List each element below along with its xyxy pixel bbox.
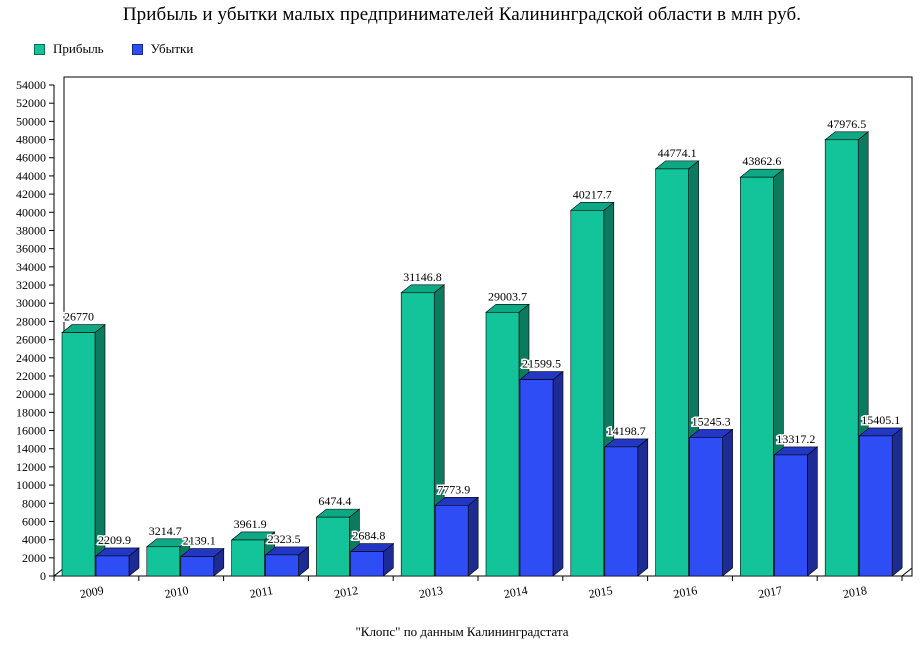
bar — [824, 139, 859, 577]
data-label: 15245.3 — [692, 414, 731, 428]
data-label: 3214.7 — [149, 524, 182, 538]
data-label: 29003.7 — [488, 289, 527, 303]
x-tick-label: 2014 — [503, 583, 529, 601]
y-tick-label: 30000 — [16, 296, 46, 310]
y-tick-label: 28000 — [16, 314, 46, 328]
data-label: 47976.5 — [827, 117, 866, 131]
y-tick-label: 52000 — [16, 96, 46, 110]
bar — [604, 446, 639, 577]
chart-title: Прибыль и убытки малых предпринимателей … — [122, 4, 802, 25]
x-tick-label: 2017 — [757, 583, 783, 601]
data-label: 2209.9 — [98, 533, 131, 547]
bar-side — [637, 438, 649, 577]
bar — [774, 454, 808, 577]
x-tick-label: 2018 — [842, 583, 868, 601]
bar — [95, 555, 130, 577]
legend-item-loss: Убытки — [131, 41, 194, 57]
legend-label-loss: Убытки — [150, 41, 194, 56]
bar-side — [722, 428, 733, 577]
bar — [434, 505, 469, 577]
y-tick-label: 20000 — [16, 387, 46, 401]
bar — [231, 539, 265, 577]
y-tick-label: 50000 — [16, 114, 46, 128]
legend-swatch-loss — [131, 43, 143, 55]
data-label: 6474.4 — [318, 494, 351, 508]
data-label: 3961.9 — [234, 517, 267, 531]
data-label: 2323.5 — [268, 532, 301, 546]
x-tick-label: 2016 — [672, 583, 698, 601]
y-tick-label: 0 — [40, 569, 46, 583]
x-tick-label: 2009 — [79, 583, 105, 601]
data-label: 40217.7 — [573, 187, 612, 201]
data-label: 44774.1 — [658, 146, 697, 160]
y-tick-label: 40000 — [16, 205, 46, 219]
bar — [146, 546, 181, 577]
y-tick-label: 22000 — [16, 369, 46, 383]
x-tick-label: 2010 — [163, 583, 189, 601]
bar — [570, 210, 605, 577]
bar — [61, 332, 96, 577]
y-tick-label: 14000 — [16, 442, 46, 456]
bar — [350, 551, 384, 577]
bar — [858, 435, 893, 577]
data-label: 31146.8 — [403, 270, 442, 284]
data-label: 7773.9 — [437, 482, 470, 496]
data-label: 2684.8 — [352, 529, 385, 543]
bar-side — [807, 446, 818, 577]
chart-legend: Прибыль Убытки — [34, 41, 221, 57]
y-tick-label: 16000 — [16, 424, 46, 438]
y-tick-label: 44000 — [16, 169, 46, 183]
y-tick-label: 24000 — [16, 351, 46, 365]
bar — [485, 311, 520, 577]
bar — [655, 168, 689, 577]
x-tick-label: 2015 — [587, 583, 613, 601]
bar-side — [552, 370, 564, 577]
bar-side — [467, 496, 479, 577]
y-tick-label: 10000 — [16, 478, 46, 492]
data-label: 14198.7 — [607, 424, 646, 438]
data-label: 43862.6 — [742, 154, 781, 168]
y-tick-label: 18000 — [16, 405, 46, 419]
bar — [740, 176, 774, 577]
x-tick-label: 2011 — [248, 583, 274, 601]
y-tick-label: 26000 — [16, 333, 46, 347]
y-tick-label: 46000 — [16, 151, 46, 165]
bar — [519, 379, 554, 577]
data-label: 2139.1 — [183, 534, 216, 548]
bar — [180, 556, 215, 577]
data-label: 21599.5 — [522, 357, 561, 371]
data-label: 15405.1 — [861, 413, 900, 427]
y-tick-label: 54000 — [16, 78, 46, 92]
y-tick-label: 48000 — [16, 133, 46, 147]
bar — [316, 516, 350, 577]
data-label: 13317.2 — [776, 432, 815, 446]
data-label: 26770 — [64, 310, 94, 324]
legend-swatch-profit — [34, 43, 45, 55]
legend-item-profit: Прибыль — [34, 41, 104, 57]
x-tick-label: 2013 — [418, 583, 444, 601]
y-tick-label: 36000 — [16, 242, 46, 256]
bar — [400, 292, 435, 577]
y-tick-label: 38000 — [16, 223, 46, 237]
legend-label-profit: Прибыль — [53, 41, 104, 56]
y-tick-label: 6000 — [22, 514, 46, 528]
bar — [689, 437, 723, 577]
y-tick-label: 34000 — [16, 260, 46, 274]
y-tick-label: 8000 — [22, 496, 46, 510]
y-tick-label: 42000 — [16, 187, 46, 201]
x-tick-label: 2012 — [333, 583, 359, 601]
bar — [265, 554, 299, 577]
y-tick-label: 12000 — [16, 460, 46, 474]
floor-corner-right — [901, 567, 913, 577]
y-tick-label: 4000 — [22, 533, 46, 547]
y-tick-label: 2000 — [22, 551, 46, 565]
bar-side — [891, 427, 903, 577]
y-tick-label: 32000 — [16, 278, 46, 292]
chart-source: "Клопс" по данным Калининградстата — [355, 624, 569, 639]
